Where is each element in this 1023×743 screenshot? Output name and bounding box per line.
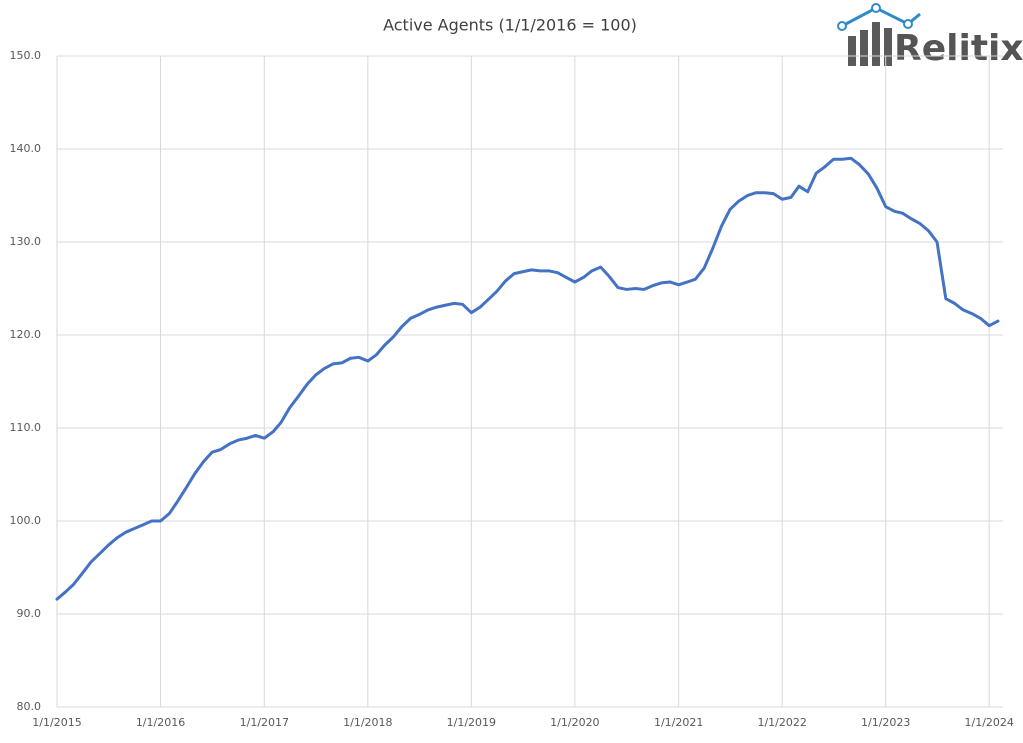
y-tick-label: 90.0 (17, 607, 42, 620)
y-tick-label: 150.0 (10, 49, 42, 62)
x-tick-label: 1/1/2022 (757, 716, 806, 729)
y-tick-label: 130.0 (10, 235, 42, 248)
logo-dot (903, 19, 913, 29)
logo-bar (884, 28, 892, 66)
x-tick-label: 1/1/2021 (654, 716, 703, 729)
logo-dot (837, 21, 847, 31)
logo-bar (872, 22, 880, 66)
x-tick-label: 1/1/2020 (550, 716, 599, 729)
x-tick-label: 1/1/2024 (965, 716, 1014, 729)
x-tick-label: 1/1/2016 (136, 716, 185, 729)
data-line (55, 156, 1000, 601)
logo-text: Relitix (894, 28, 1023, 69)
y-tick-label: 80.0 (17, 700, 42, 713)
y-tick-label: 120.0 (10, 328, 42, 341)
x-tick-label: 1/1/2019 (447, 716, 496, 729)
x-tick-label: 1/1/2023 (861, 716, 910, 729)
x-tick-label: 1/1/2018 (343, 716, 392, 729)
logo-line (841, 6, 921, 28)
y-tick-label: 110.0 (10, 421, 42, 434)
logo-bar (860, 30, 868, 66)
logo-dot (871, 3, 881, 13)
y-tick-label: 100.0 (10, 514, 42, 527)
x-tick-label: 1/1/2017 (240, 716, 289, 729)
y-tick-label: 140.0 (10, 142, 42, 155)
x-tick-label: 1/1/2015 (32, 716, 81, 729)
logo-bar (848, 36, 856, 66)
logo: Relitix (837, 3, 1023, 69)
chart-title: Active Agents (1/1/2016 = 100) (383, 16, 637, 35)
